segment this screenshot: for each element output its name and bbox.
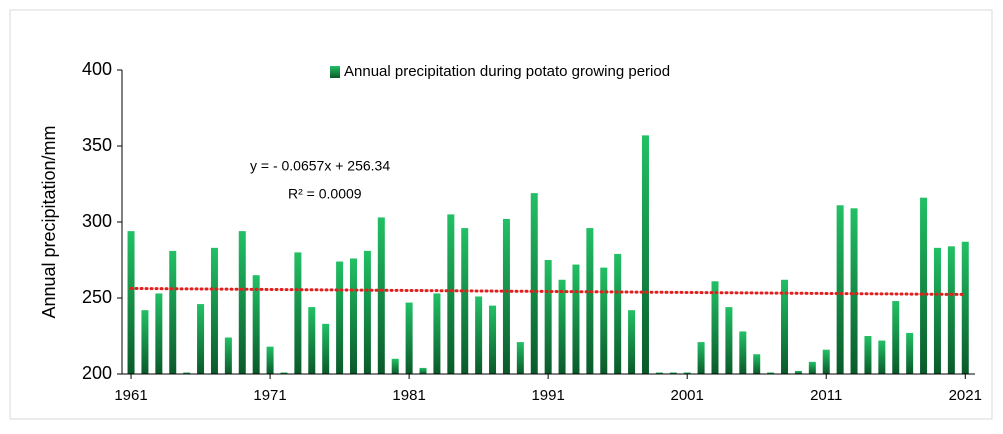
bar (544, 260, 552, 374)
bar (864, 336, 872, 374)
bar (169, 250, 177, 374)
bar (336, 261, 344, 374)
bar (516, 342, 524, 374)
bar (655, 372, 663, 374)
trend-line (129, 286, 967, 296)
bar (669, 372, 677, 374)
bar (155, 293, 163, 374)
bar (308, 307, 316, 374)
bar (433, 293, 441, 374)
bar (586, 228, 594, 374)
legend-swatch (330, 66, 340, 78)
trend-equation: y = - 0.0657x + 256.34 (250, 158, 390, 174)
bar (836, 205, 844, 374)
bar (961, 241, 969, 374)
bar (405, 302, 413, 374)
bar (294, 252, 302, 374)
bar (641, 135, 649, 374)
bar (419, 367, 427, 374)
bar (252, 275, 260, 374)
bar (906, 332, 914, 374)
bar (725, 307, 733, 374)
bar (224, 337, 232, 374)
bar (377, 217, 385, 374)
bar (600, 267, 608, 374)
y-tick-label: 250 (82, 287, 112, 307)
bar (920, 197, 928, 374)
bar (349, 258, 357, 374)
bar (572, 264, 580, 374)
bar (822, 349, 830, 374)
trend-r2: R² = 0.0009 (288, 186, 362, 202)
bar (322, 323, 330, 374)
bar (489, 305, 497, 374)
x-tick-label: 1971 (253, 387, 286, 404)
bar (502, 218, 510, 374)
bar (127, 231, 135, 374)
bar (530, 193, 538, 374)
x-tick-label: 2001 (671, 387, 704, 404)
bar (210, 247, 218, 374)
x-tick-label: 1961 (114, 387, 147, 404)
x-tick-label: 1981 (392, 387, 425, 404)
bar (280, 372, 288, 374)
bar (628, 310, 636, 374)
bar (197, 304, 205, 374)
bar (461, 228, 469, 374)
bar (266, 346, 274, 374)
y-tick-label: 400 (82, 59, 112, 79)
bar (697, 342, 705, 374)
y-tick-label: 300 (82, 211, 112, 231)
bar (363, 250, 371, 374)
x-tick-label: 2021 (949, 387, 982, 404)
bar (683, 372, 691, 374)
bar (739, 331, 747, 374)
bar (475, 296, 483, 374)
bar (794, 370, 802, 374)
bar (238, 231, 246, 374)
bar (447, 214, 455, 374)
y-tick-label: 350 (82, 135, 112, 155)
legend-label: Annual precipitation during potato growi… (344, 63, 670, 80)
bar (933, 247, 941, 374)
bar (947, 246, 955, 374)
y-tick-label: 200 (82, 363, 112, 383)
bar (753, 354, 761, 374)
bar (614, 253, 622, 374)
bar (892, 301, 900, 374)
x-tick-label: 2011 (810, 387, 842, 404)
bar (767, 372, 775, 374)
y-axis-label: Annual precipitation/mm (39, 125, 59, 318)
bar (141, 310, 149, 374)
bar (781, 279, 789, 374)
bar (808, 361, 816, 374)
bar (183, 372, 191, 374)
bar (878, 340, 886, 374)
bar (391, 358, 399, 374)
bar (558, 279, 566, 374)
x-tick-label: 1991 (531, 387, 564, 404)
bar (711, 281, 719, 374)
bar (850, 208, 858, 374)
